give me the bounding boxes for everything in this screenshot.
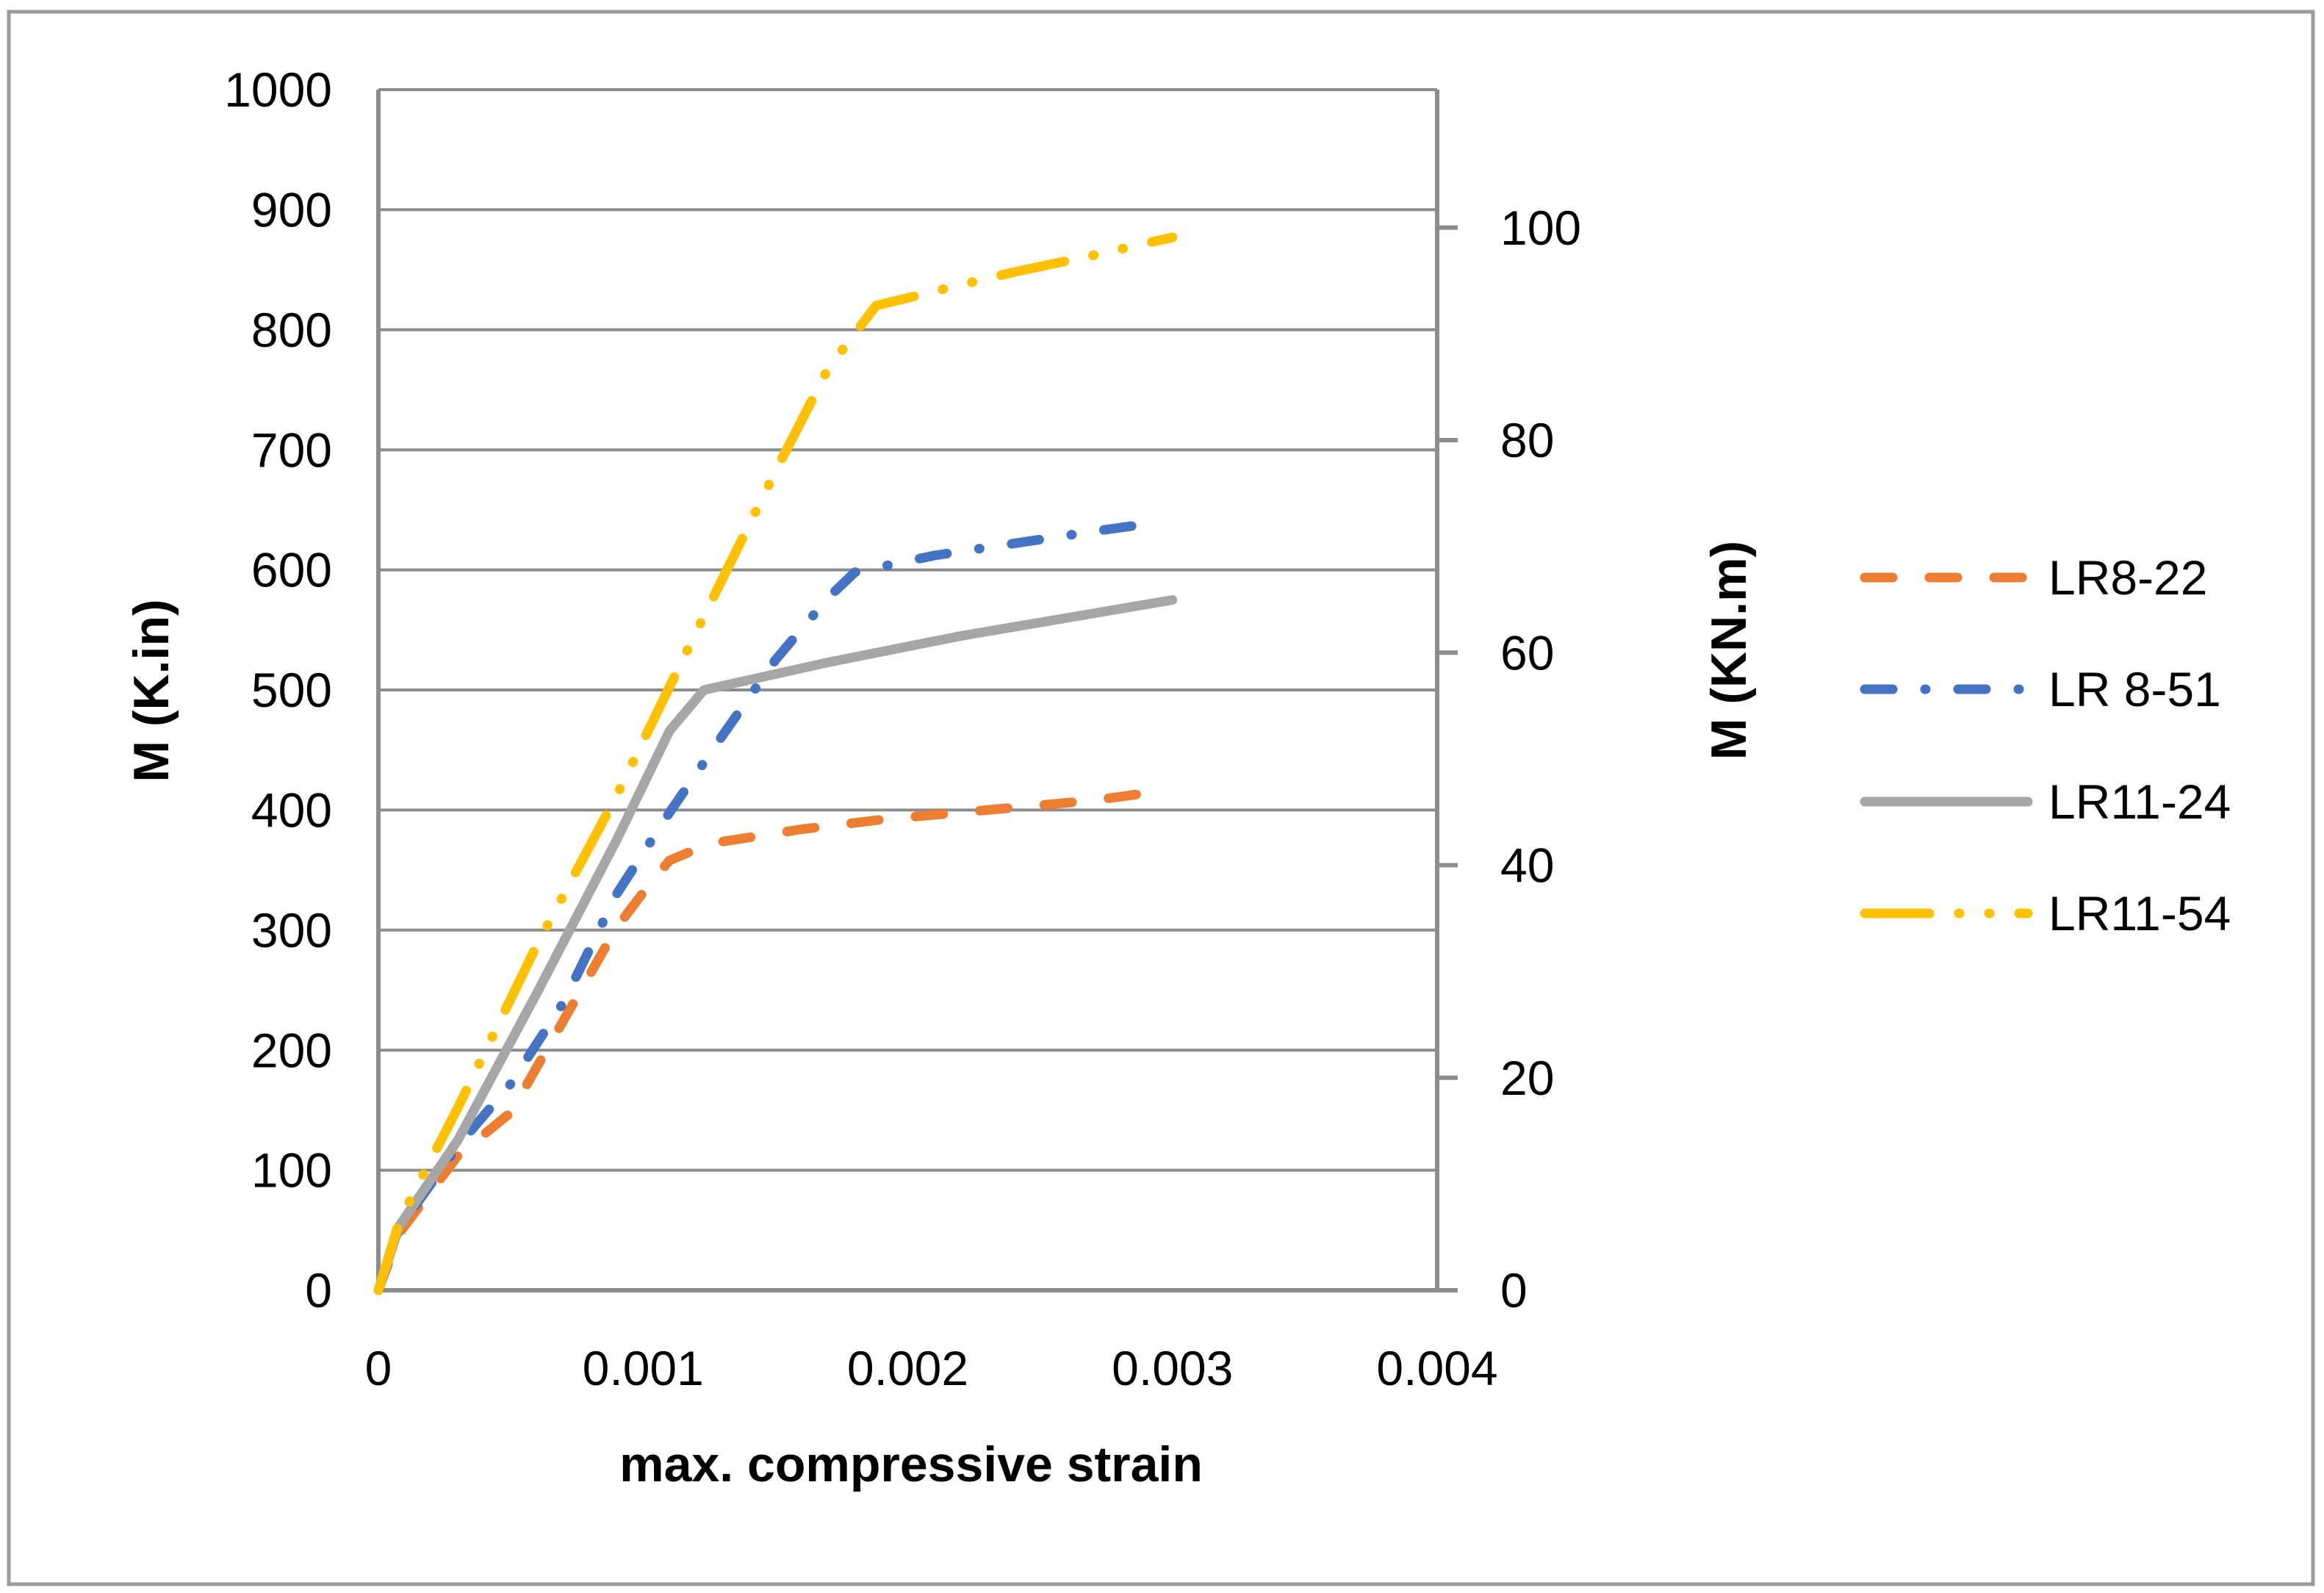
y-tick-label-right-80: 80 [1500, 413, 1554, 467]
y-tick-label-right-100: 100 [1500, 201, 1581, 255]
data-series [373, 232, 1178, 1295]
y-tick-label-right-40: 40 [1500, 838, 1554, 893]
y-tick-label-right-60: 60 [1500, 625, 1554, 680]
axis-lines [376, 90, 1458, 1292]
y-tick-label-left-0: 0 [305, 1263, 332, 1317]
y-tick-label-left-100: 100 [251, 1143, 332, 1198]
y-tick-label-left-400: 400 [251, 783, 332, 838]
legend-item-LR8-51: LR 8-51 [1860, 662, 2221, 716]
gridlines [378, 88, 1437, 1172]
figure-border [7, 10, 2315, 1586]
legend-label: LR11-54 [2048, 886, 2231, 941]
legend-item-LR11-54: LR11-54 [1860, 886, 2231, 941]
y-tick-label-left-800: 800 [251, 303, 332, 357]
x-tick-label-0.003: 0.003 [1112, 1341, 1233, 1395]
y-tick-label-left-200: 200 [251, 1023, 332, 1077]
series-line-LR11-24 [373, 595, 1178, 1295]
x-tick-label-0.001: 0.001 [583, 1341, 704, 1395]
legend-label: LR 8-51 [2048, 662, 2221, 716]
x-tick-label-0: 0 [365, 1341, 392, 1395]
x-axis-title: max. compressive strain [619, 1436, 1203, 1492]
legend-label: LR11-24 [2048, 774, 2231, 829]
x-tick-label-0.004: 0.004 [1376, 1341, 1497, 1395]
x-tick-label-0.002: 0.002 [847, 1341, 968, 1395]
legend-label: LR8-22 [2048, 550, 2207, 605]
legend-item-LR11-24: LR11-24 [1860, 774, 2231, 829]
legend-item-LR8-22: LR8-22 [1860, 550, 2207, 605]
tick-labels: 0100200300400500600700800900100002040608… [224, 62, 1581, 1395]
y-tick-label-left-500: 500 [251, 663, 332, 717]
left-axis-title: M (K.in) [123, 599, 179, 782]
y-tick-label-left-900: 900 [251, 183, 332, 237]
y-tick-label-left-700: 700 [251, 422, 332, 477]
y-tick-label-left-300: 300 [251, 903, 332, 957]
series-line-LR8-51 [373, 517, 1167, 1295]
legend: LR8-22 LR 8-51 LR11-24 LR11-54 [1860, 550, 2231, 941]
series-line-LR11-54 [373, 232, 1178, 1295]
y-tick-label-left-600: 600 [251, 543, 332, 597]
y-tick-label-right-20: 20 [1500, 1051, 1554, 1105]
y-tick-label-left-1000: 1000 [224, 62, 332, 117]
right-axis-title: M (KN.m) [1701, 541, 1757, 760]
y-tick-label-right-0: 0 [1500, 1263, 1528, 1317]
series-line-LR8-22 [373, 785, 1178, 1295]
